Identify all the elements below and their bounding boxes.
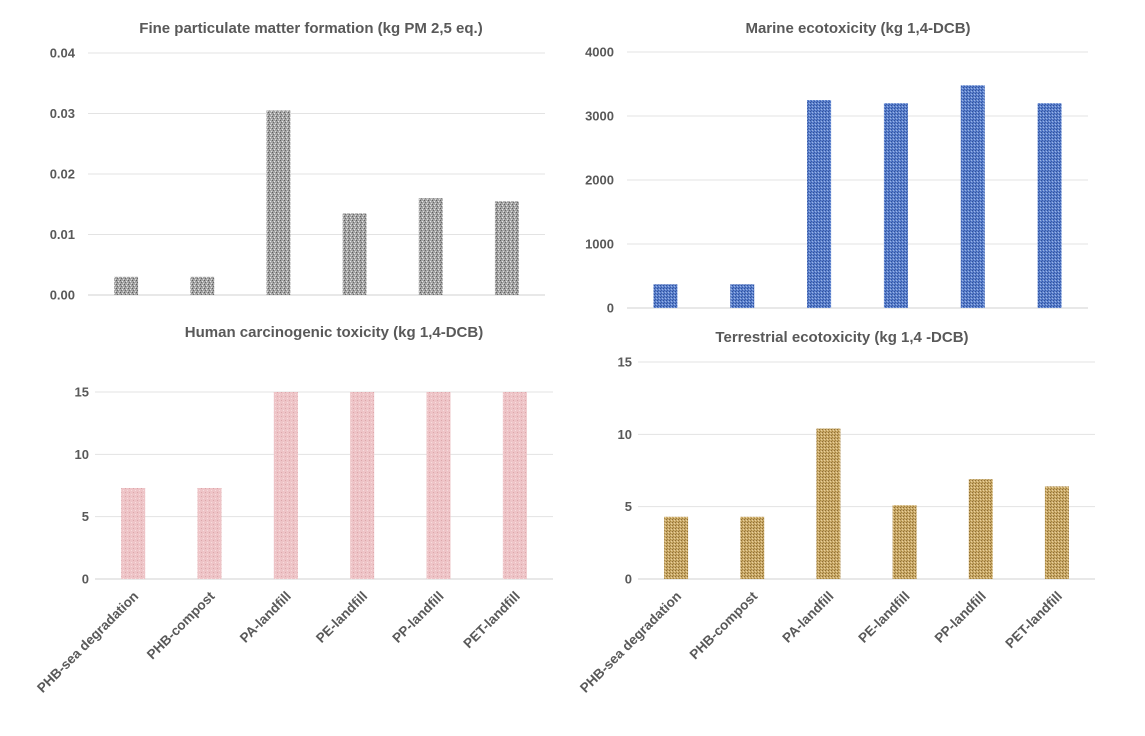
bar-pa-landfill bbox=[273, 392, 298, 579]
bar-pa-landfill bbox=[807, 100, 832, 308]
chart-4: Terrestrial ecotoxicity (kg 1,4 -DCB) 0 5 1… bbox=[577, 329, 1095, 696]
bar-pa-landfill bbox=[816, 428, 841, 579]
x-tick-label: PE-landfill bbox=[313, 589, 370, 646]
y-tick-label: 15 bbox=[75, 385, 89, 400]
bar-phb-compost bbox=[197, 487, 222, 579]
y-tick-label: 10 bbox=[618, 427, 632, 442]
bar-pet-landfill bbox=[1044, 486, 1069, 579]
chart-3: Human carcinogenic toxicity (kg 1,4-DCB)… bbox=[34, 324, 553, 696]
bar-phb-compost bbox=[740, 516, 765, 579]
chart-1: Fine particulate matter formation (kg PM… bbox=[50, 20, 545, 303]
y-tick-label: 0.04 bbox=[50, 46, 76, 61]
x-tick-label: PP-landfill bbox=[389, 589, 446, 646]
y-tick-label: 0 bbox=[625, 572, 632, 587]
y-tick-label: 10 bbox=[75, 447, 89, 462]
chart-title: Marine ecotoxicity (kg 1,4-DCB) bbox=[745, 20, 970, 37]
y-tick-label: 0.00 bbox=[50, 288, 75, 303]
y-tick-label: 3000 bbox=[585, 109, 614, 124]
bar-pp-landfill bbox=[968, 479, 993, 579]
y-tick-label: 0.03 bbox=[50, 106, 75, 121]
bar-phb-sea-degradation bbox=[114, 276, 139, 295]
y-tick-label: 0.02 bbox=[50, 167, 75, 182]
y-tick-label: 2000 bbox=[585, 173, 614, 188]
chart-title: Fine particulate matter formation (kg PM… bbox=[139, 20, 482, 37]
bar-pp-landfill bbox=[418, 198, 443, 295]
x-tick-label: PHB-compost bbox=[144, 588, 218, 662]
bar-pe-landfill bbox=[342, 213, 367, 295]
y-tick-label: 15 bbox=[618, 355, 632, 370]
y-tick-label: 4000 bbox=[585, 45, 614, 60]
x-tick-label: PA-landfill bbox=[779, 589, 836, 646]
x-tick-label: PET-landfill bbox=[1002, 589, 1065, 652]
chart-title: Human carcinogenic toxicity (kg 1,4-DCB) bbox=[185, 324, 483, 341]
y-tick-label: 5 bbox=[82, 509, 89, 524]
bar-phb-sea-degradation bbox=[664, 516, 689, 579]
bar-pet-landfill bbox=[494, 201, 519, 295]
y-tick-label: 0.01 bbox=[50, 227, 75, 242]
x-tick-label: PE-landfill bbox=[855, 589, 912, 646]
bar-phb-compost bbox=[190, 276, 215, 295]
chart-title: Terrestrial ecotoxicity (kg 1,4 -DCB) bbox=[715, 329, 968, 346]
bar-pet-landfill bbox=[1037, 103, 1062, 308]
y-tick-label: 0 bbox=[607, 301, 614, 316]
x-tick-label: PA-landfill bbox=[237, 589, 294, 646]
x-tick-label: PHB-compost bbox=[687, 588, 761, 662]
x-tick-label: PET-landfill bbox=[460, 589, 523, 652]
x-tick-label: PP-landfill bbox=[932, 589, 989, 646]
bar-pe-landfill bbox=[350, 392, 375, 579]
bar-phb-compost bbox=[730, 284, 755, 308]
bar-phb-sea-degradation bbox=[121, 487, 146, 579]
bar-pp-landfill bbox=[426, 392, 451, 579]
y-tick-label: 1000 bbox=[585, 237, 614, 252]
x-tick-label: PHB-sea degradation bbox=[577, 589, 684, 696]
y-tick-label: 0 bbox=[82, 572, 89, 587]
x-tick-label: PHB-sea degradation bbox=[34, 589, 141, 696]
bar-pp-landfill bbox=[960, 85, 985, 308]
bar-pet-landfill bbox=[502, 392, 527, 579]
bar-pe-landfill bbox=[883, 103, 908, 308]
bar-pa-landfill bbox=[266, 110, 291, 295]
chart-2: Marine ecotoxicity (kg 1,4-DCB) 0 1000 2000… bbox=[585, 20, 1088, 316]
bar-pe-landfill bbox=[892, 505, 917, 579]
bar-phb-sea-degradation bbox=[653, 284, 678, 308]
y-tick-label: 5 bbox=[625, 499, 632, 514]
